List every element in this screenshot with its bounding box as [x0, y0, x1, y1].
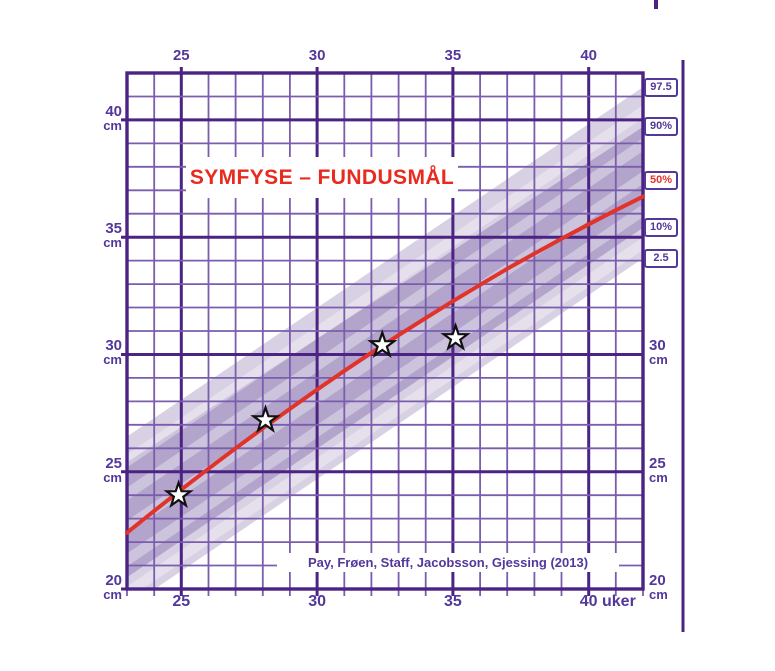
tick-unit: cm [649, 469, 668, 485]
measurement-star [440, 322, 471, 351]
plot-border [125, 71, 645, 591]
x-axis-bottom-tick-30: 30 [308, 593, 326, 610]
x-axis-bottom-tick-35: 35 [443, 593, 462, 610]
y-axis-left-tick-25: 25 cm [88, 454, 122, 485]
measurement-star [367, 329, 398, 358]
tick-number: 35 [105, 220, 122, 238]
percentile-label-50pct: 50% [644, 171, 678, 191]
tick-number: 30 [649, 337, 666, 355]
x-axis-top-tick-25: 25 [172, 47, 190, 64]
tick-number: 30 [105, 337, 122, 355]
percentile-label-97.5: 97.5 [644, 77, 678, 97]
x-axis-top-tick-40: 40 [580, 47, 598, 64]
x-axis-top-tick-35: 35 [444, 47, 462, 64]
y-axis-right-tick-20: 20 cm [649, 572, 683, 602]
chart-citation: Pay, Frøen, Staff, Jacobsson, Gjessing (… [277, 553, 619, 572]
band-texture-stripe [127, 138, 643, 501]
band-texture-stripe [127, 105, 643, 468]
top-edge-artifact-mark [654, 0, 658, 9]
band-texture-stripe [127, 237, 643, 589]
tick-number: 20 [649, 572, 666, 589]
measurement-star [163, 479, 194, 509]
tick-number: 20 [105, 572, 122, 589]
y-axis-left-tick-35: 35 cm [88, 220, 122, 251]
chart-title: SYMFYSE – FUNDUSMÅL [186, 157, 458, 198]
tick-number: 25 [105, 454, 122, 472]
y-axis-right-tick-25: 25 cm [649, 454, 683, 485]
tick-unit: cm [649, 587, 668, 602]
tick-unit: cm [103, 117, 122, 133]
y-axis-left-tick-30: 30 cm [88, 337, 122, 368]
tick-number: 25 [649, 454, 666, 472]
tick-unit: cm [103, 469, 122, 485]
y-axis-left-tick-20: 20 cm [88, 572, 122, 602]
y-axis-right-tick-30: 30 cm [649, 337, 683, 368]
tick-unit: cm [649, 352, 668, 368]
x-axis-top-tick-30: 30 [308, 47, 326, 64]
measurement-star [250, 404, 281, 433]
x-axis-bottom-tick-25: 25 [172, 593, 191, 610]
tick-number: 40 [105, 102, 122, 120]
x-axis-bottom-tick-40: 40 [579, 593, 598, 610]
tick-unit: cm [103, 587, 122, 602]
percentile-label-90pct: 90% [644, 117, 678, 137]
tick-unit: cm [103, 352, 122, 368]
grid [121, 67, 645, 596]
x-axis-unit-label: uker [602, 593, 636, 610]
y-axis-left-tick-40: 40 cm [88, 102, 122, 133]
percentile-label-2.5: 2.5 [644, 248, 678, 268]
percentile-label-10pct: 10% [644, 218, 678, 238]
band-texture-stripe [127, 204, 643, 567]
tick-unit: cm [103, 235, 122, 251]
